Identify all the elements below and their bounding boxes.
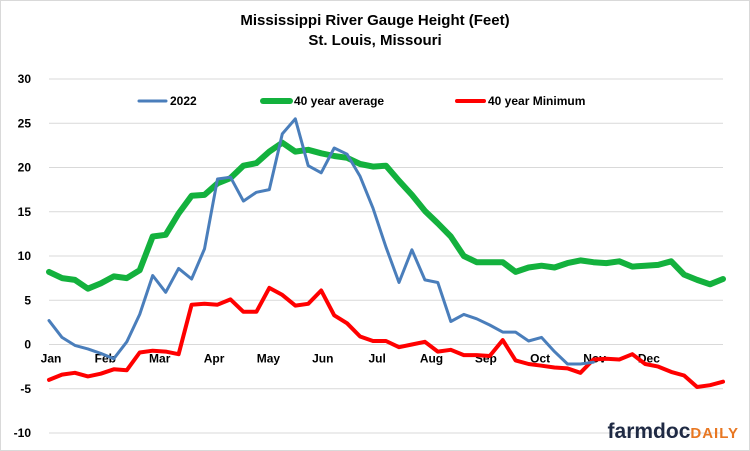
chart-title: Mississippi River Gauge Height (Feet)	[240, 12, 509, 29]
x-tick-label: Mar	[149, 352, 171, 366]
x-tick-label: Aug	[420, 352, 443, 366]
x-tick-label: Jan	[41, 352, 62, 366]
legend: 2022 40 year average 40 year Minimum	[137, 94, 585, 108]
y-tick-label: 5	[24, 293, 31, 307]
y-tick-label: 10	[18, 249, 32, 263]
series-line-2	[47, 285, 725, 389]
legend-label: 40 year average	[294, 94, 384, 108]
logo-sub-text: DAILY	[690, 425, 739, 442]
x-tick-label: Oct	[530, 352, 550, 366]
x-tick-label: Jul	[368, 352, 385, 366]
x-tick-label: Jun	[312, 352, 333, 366]
y-tick-label: 0	[24, 338, 31, 352]
series-line-0	[47, 117, 595, 366]
y-tick-label: 25	[18, 116, 32, 130]
legend-label: 2022	[170, 94, 197, 108]
y-axis-ticks: -10 -5 0 5 10 15 20 25 30	[14, 72, 32, 440]
y-tick-label: 30	[18, 72, 32, 86]
series-lines	[46, 117, 726, 389]
x-tick-label: Feb	[95, 352, 116, 366]
x-tick-label: Apr	[204, 352, 225, 366]
y-tick-label: 15	[18, 205, 32, 219]
y-tick-label: -5	[20, 382, 31, 396]
legend-label: 40 year Minimum	[488, 94, 585, 108]
y-tick-label: -10	[14, 426, 32, 440]
farmdoc-daily-logo: farmdocDAILY	[608, 420, 739, 444]
chart-subtitle: St. Louis, Missouri	[308, 32, 441, 49]
x-tick-label: May	[257, 352, 281, 366]
gridlines	[49, 78, 723, 434]
y-tick-label: 20	[18, 161, 32, 175]
logo-main-text: farmdoc	[607, 420, 691, 443]
series-line-1	[46, 139, 726, 292]
